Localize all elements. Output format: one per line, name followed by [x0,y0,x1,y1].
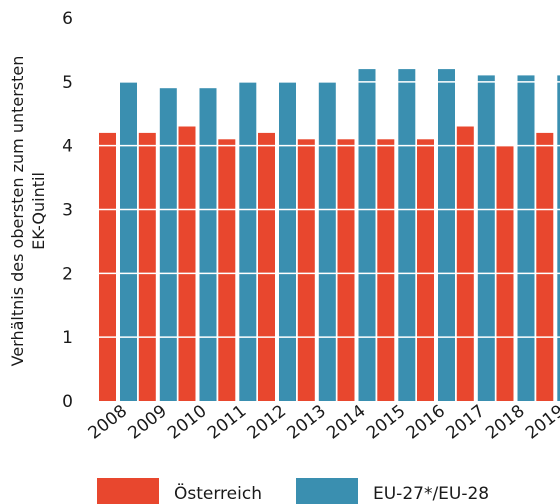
bar-eu-2017 [477,75,495,402]
bar-eu-2015 [398,69,416,401]
x-tick-label: 2019 [522,401,560,443]
x-tick-label: 2014 [323,401,369,443]
bar-eu-2012 [279,81,296,402]
bar-oesterreich-2013 [297,139,315,402]
x-tick-label: 2015 [363,401,409,443]
bar-oesterreich-2019 [536,132,554,401]
legend: Österreich EU-27*/EU-28 [97,478,489,504]
x-tick-label: 2010 [164,401,210,443]
legend-label-oesterreich: Österreich [174,482,262,504]
legend-swatch-eu [296,478,358,504]
bar-oesterreich-2008 [99,132,116,401]
y-tick-label: 3 [62,201,73,221]
x-tick-label: 2012 [244,401,290,443]
y-tick-label: 5 [62,73,73,93]
bar-eu-2018 [517,75,535,402]
bar-eu-2019 [557,75,560,402]
x-tick-label: 2013 [283,401,329,443]
y-axis-label-line-1: Verhältnis des obersten zum untersten [8,56,27,367]
x-tick-label: 2009 [124,401,170,443]
bar-eu-2009 [159,88,177,401]
x-tick-label: 2018 [482,401,528,443]
legend-swatch-oesterreich [97,478,159,504]
bar-oesterreich-2010 [178,126,196,401]
x-tick-label: 2016 [403,401,449,443]
y-tick-label: 4 [62,137,73,157]
bar-oesterreich-2015 [377,139,395,402]
legend-label-eu: EU-27*/EU-28 [373,484,489,504]
bar-eu-2011 [239,81,257,402]
x-axis-ticks: 2008200920102011201220132014201520162017… [85,401,560,443]
y-tick-label: 1 [62,328,73,348]
y-tick-label: 6 [62,9,73,29]
y-tick-label: 0 [62,392,73,412]
bar-eu-2013 [318,81,336,402]
bars [95,17,560,402]
bar-oesterreich-2017 [456,126,474,401]
bar-eu-2010 [199,88,217,401]
bar-oesterreich-2009 [138,132,156,401]
bar-eu-2008 [120,81,137,402]
x-tick-label: 2011 [204,401,250,443]
bar-oesterreich-2016 [417,139,434,402]
bar-eu-2014 [358,69,376,401]
y-tick-label: 2 [62,264,73,284]
x-tick-label: 2017 [442,401,488,443]
y-axis-label-line-2: EK-Quintil [29,172,48,250]
bar-oesterreich-2014 [337,139,355,402]
x-tick-label: 2008 [85,401,131,443]
bar-eu-2016 [438,69,455,401]
y-axis-ticks: 0 1 2 3 4 5 6 [62,9,73,412]
bar-oesterreich-2012 [258,132,275,401]
bar-oesterreich-2011 [218,139,236,402]
